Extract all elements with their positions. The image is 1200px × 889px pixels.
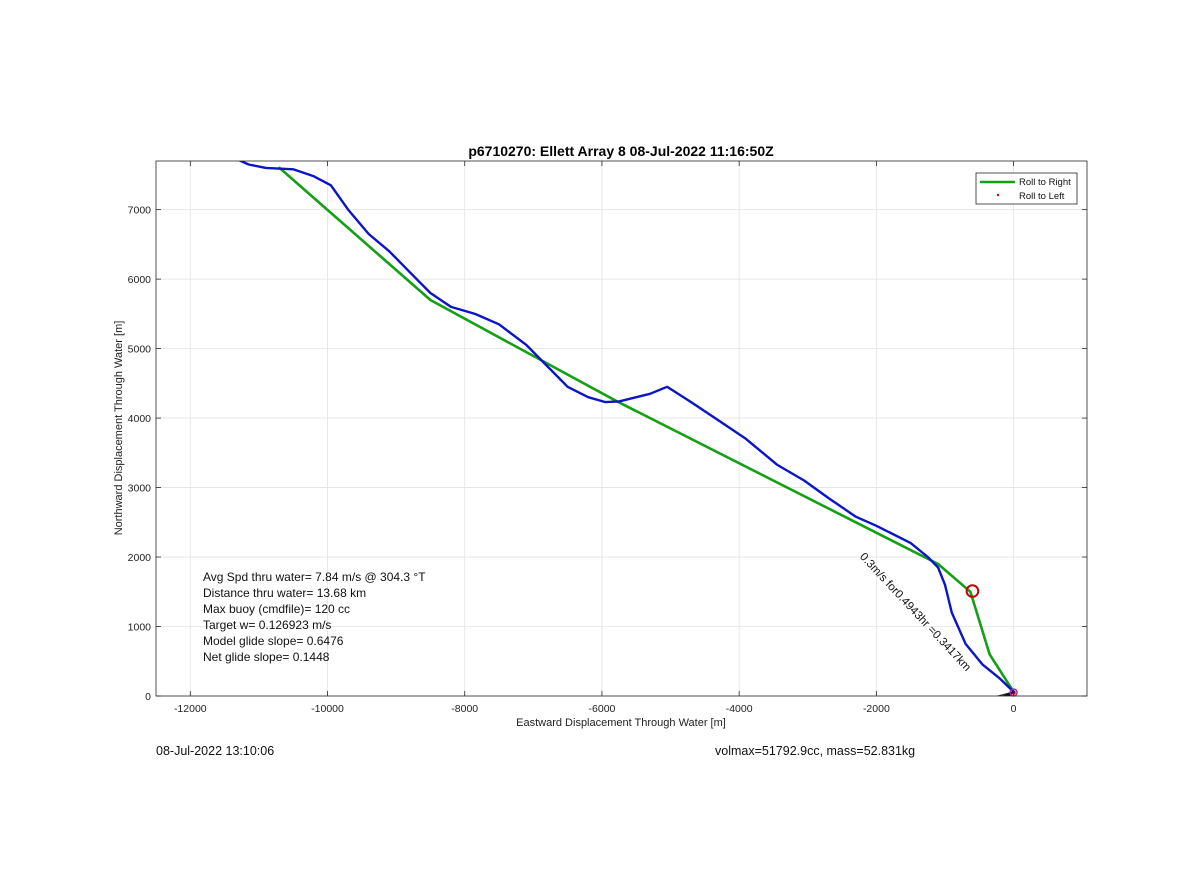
stat-target-w: Target w= 0.126923 m/s — [203, 618, 331, 632]
legend-swatch-roll-left — [996, 193, 1000, 197]
current-arrow — [1007, 691, 1014, 696]
stat-avg-speed: Avg Spd thru water= 7.84 m/s @ 304.3 °T — [203, 570, 426, 584]
y-tick-label: 0 — [145, 691, 151, 703]
stat-distance: Distance thru water= 13.68 km — [203, 586, 366, 600]
y-axis-label: Northward Displacement Through Water [m] — [113, 321, 125, 536]
x-tick-label: -4000 — [726, 703, 753, 715]
ticks: -12000 -10000 -8000 -6000 -4000 -2000 0 0 1000 20… — [128, 161, 1087, 715]
stat-model-glide: Model glide slope= 0.6476 — [203, 634, 344, 648]
y-tick-label: 4000 — [128, 413, 152, 425]
current-arrow — [1004, 691, 1014, 696]
series-roll-right-line — [278, 166, 1015, 694]
x-axis-label: Eastward Displacement Through Water [m] — [516, 717, 726, 729]
y-tick-label: 2000 — [128, 552, 152, 564]
footer-timestamp: 08-Jul-2022 13:10:06 — [156, 744, 275, 758]
stat-net-glide: Net glide slope= 0.1448 — [203, 650, 330, 664]
x-tick-label: -2000 — [863, 703, 890, 715]
legend-label-roll-right: Roll to Right — [1019, 177, 1071, 188]
current-arrow — [996, 691, 1014, 696]
x-tick-label: 0 — [1011, 703, 1017, 715]
y-tick-label: 7000 — [128, 205, 152, 217]
legend-label-roll-left: Roll to Left — [1019, 191, 1065, 202]
y-tick-label: 5000 — [128, 344, 152, 356]
stats-block: Avg Spd thru water= 7.84 m/s @ 304.3 °T … — [203, 570, 426, 664]
plot-background — [156, 161, 1087, 696]
target-marker — [965, 584, 980, 598]
legend-box — [975, 172, 1078, 205]
footer-vol-mass: volmax=51792.9cc, mass=52.831kg — [715, 744, 916, 758]
plot-frame — [155, 160, 1088, 697]
current-arrow — [1001, 691, 1014, 696]
y-tick-label: 1000 — [128, 622, 152, 634]
current-arrow — [1006, 691, 1014, 696]
series-layer — [237, 161, 1016, 696]
stat-max-buoy: Max buoy (cmdfile)= 120 cc — [203, 602, 350, 616]
x-tick-label: -8000 — [451, 703, 478, 715]
y-tick-label: 6000 — [128, 274, 152, 286]
series-track-line — [237, 161, 1015, 693]
chart-title: p6710270: Ellett Array 8 08-Jul-2022 11:… — [468, 143, 774, 159]
legend: Roll to Right Roll to Left — [975, 172, 1078, 205]
y-tick-label: 3000 — [128, 483, 152, 495]
x-tick-label: -12000 — [174, 703, 207, 715]
x-tick-label: -6000 — [589, 703, 616, 715]
x-tick-label: -10000 — [311, 703, 344, 715]
